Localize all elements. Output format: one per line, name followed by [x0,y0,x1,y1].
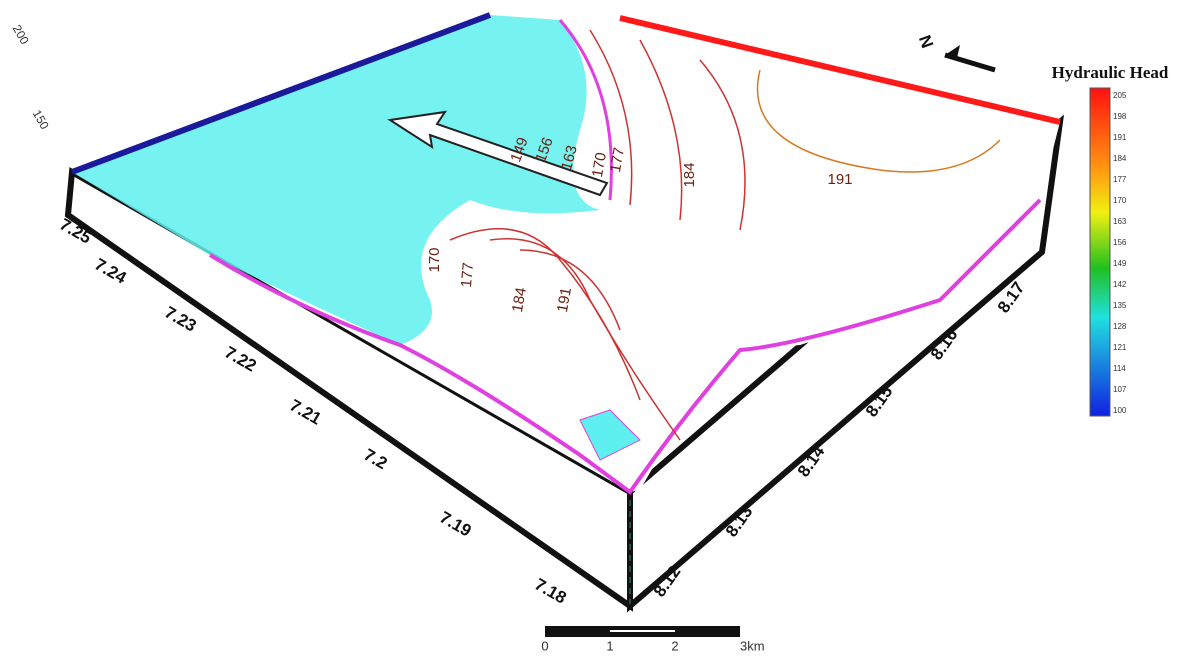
north-arrow [944,52,996,73]
contour-label: 177 [607,146,628,174]
left-axis-label: 7.23 [161,303,199,336]
edge-blue [70,12,492,175]
left-axis-label: 7.21 [286,396,324,429]
legend-tick: 135 [1113,301,1127,310]
contour [489,238,681,441]
contour-label: 191 [554,286,575,314]
contour-label: 191 [827,171,852,188]
legend-tick: 142 [1113,280,1127,289]
legend-tick: 177 [1113,175,1127,184]
contour [756,69,1001,173]
legend-tick: 107 [1113,385,1127,394]
contour [699,59,746,231]
contour-label: 177 [458,262,477,288]
colorbar [1089,87,1111,417]
legend-title: Hydraulic Head [1052,63,1169,82]
edge-red [619,15,1061,125]
contour [449,228,641,401]
legend-tick: 184 [1113,154,1127,163]
legend-tick: 163 [1113,217,1127,226]
elevation-label: 200 [10,22,32,47]
scale-label: 2 [671,638,678,653]
contour-label: 170 [426,247,443,272]
legend-tick: 170 [1113,196,1127,205]
legend-tick: 156 [1113,238,1127,247]
legend-tick: 114 [1113,364,1126,373]
pond [579,409,641,461]
legend-tick: 205 [1113,91,1127,100]
left-axis-label: 7.24 [91,255,130,288]
contour [519,249,621,331]
left-axis-label: 7.18 [531,575,569,608]
scale-label: 0 [541,638,548,653]
legend-tick: 198 [1113,112,1127,121]
legend-tick: 100 [1113,406,1127,415]
contour [558,19,613,201]
left-axis-label: 7.2 [361,445,391,473]
elevation-label: 150 [30,107,52,132]
scale-label: 3km [740,638,765,653]
legend-tick: 128 [1113,322,1127,331]
contour-label: 184 [509,286,530,314]
contour-label: 163 [558,144,581,173]
contour-label: 170 [589,151,610,179]
north-arrowhead [945,45,960,58]
legend-tick: 121 [1113,343,1127,352]
contour-label: 184 [681,162,698,187]
legend-tick: 191 [1113,133,1127,142]
scale-label: 1 [606,638,613,653]
north-label: N [915,33,937,51]
boundary [208,198,1042,495]
left-axis-label: 7.19 [436,508,474,541]
legend-tick: 149 [1113,259,1127,268]
contour [589,29,633,206]
contour [639,39,683,221]
low-head-zone [72,15,600,345]
flow-arrow [387,110,609,197]
